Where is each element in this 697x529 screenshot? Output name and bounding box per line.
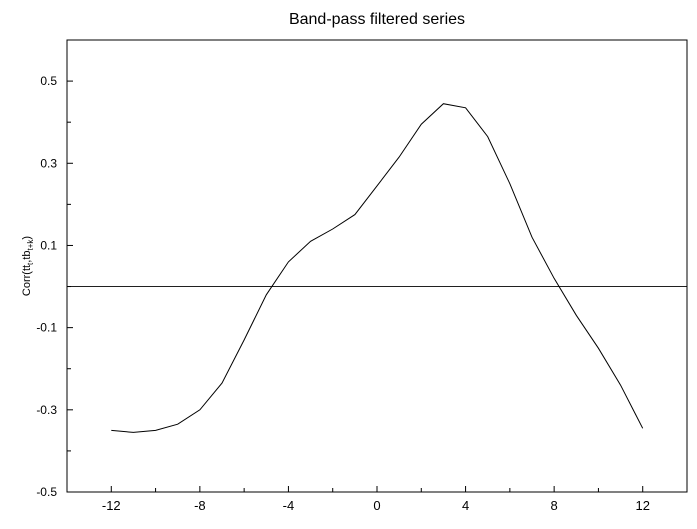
x-tick-label: 12 <box>635 498 649 513</box>
x-tick-label: -8 <box>194 498 206 513</box>
y-tick-label: 0.5 <box>40 74 57 88</box>
x-tick-label: 4 <box>462 498 469 513</box>
x-tick-label: -12 <box>102 498 121 513</box>
plot-frame <box>66 39 688 493</box>
x-tick-label: 0 <box>373 498 380 513</box>
y-tick-label: 0.1 <box>40 238 57 252</box>
x-tick-label: 8 <box>551 498 558 513</box>
y-axis-label: Corr(ttt,tbt+k) <box>21 236 35 296</box>
y-tick-label: 0.3 <box>40 156 57 170</box>
x-tick-label: -4 <box>283 498 295 513</box>
y-tick-label: -0.5 <box>36 485 57 499</box>
x-axis: -12 -8 -4 0 4 8 12 <box>102 486 650 513</box>
chart-title: Band-pass filtered series <box>289 11 465 28</box>
y-tick-label: -0.3 <box>36 403 57 417</box>
y-tick-label: -0.1 <box>36 321 57 335</box>
y-axis: -0.5 -0.3 -0.1 0.1 0.3 0.5 <box>36 74 73 499</box>
series-line <box>111 103 644 433</box>
